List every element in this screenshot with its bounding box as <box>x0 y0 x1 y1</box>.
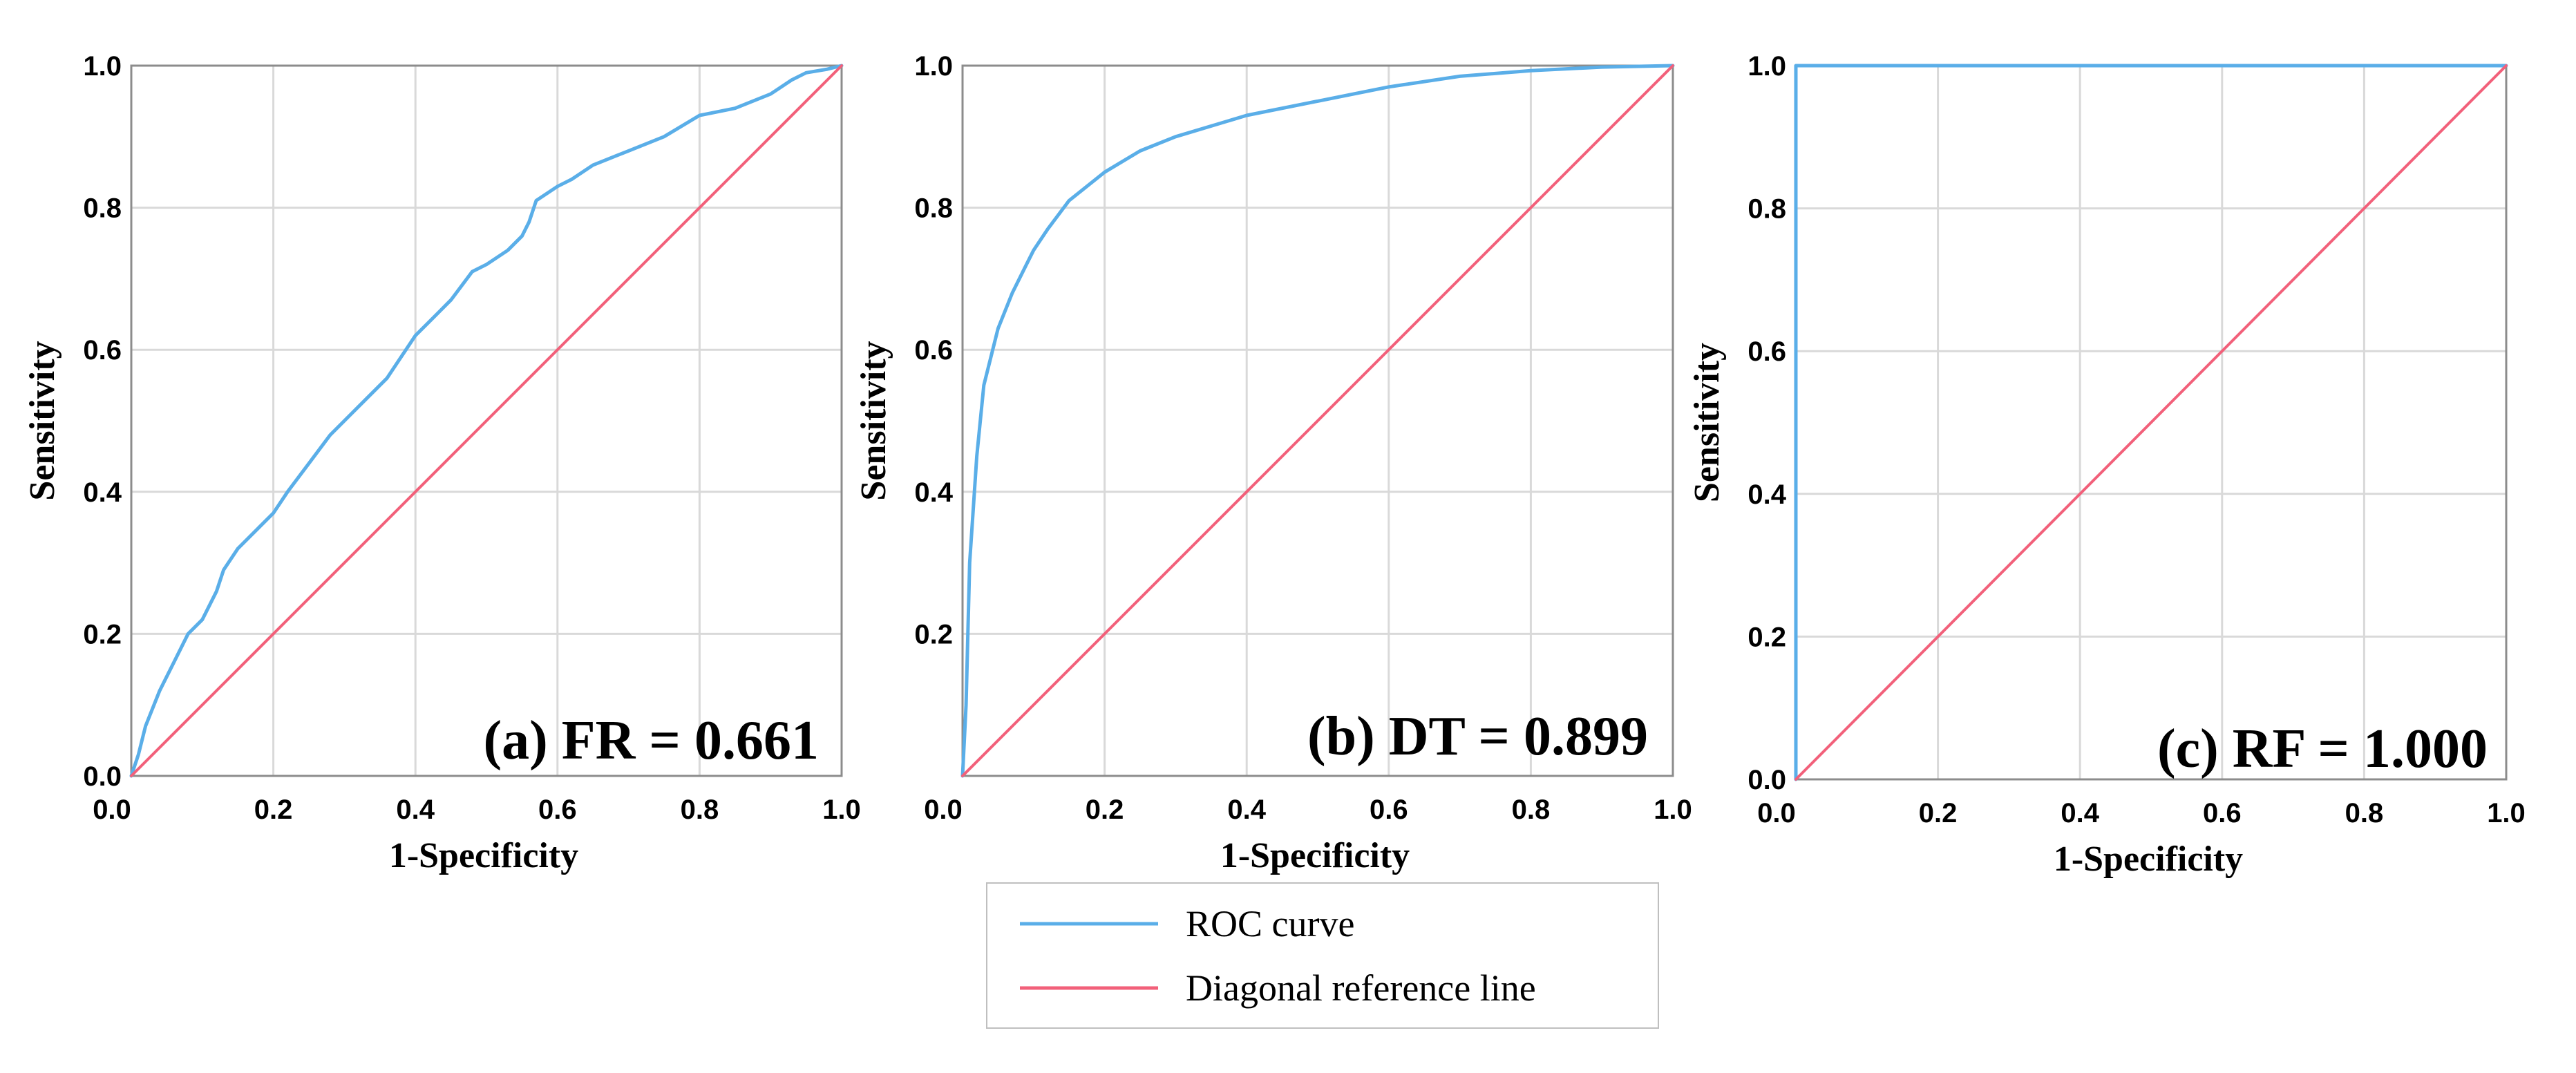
y-tick-label: 1.0 <box>914 51 953 82</box>
panel-b-x-ticks: 0.0 0.2 0.4 0.6 0.8 1.0 <box>924 795 1692 825</box>
panel-c-grid <box>1796 66 2506 779</box>
panel-c-x-ticks: 0.0 0.2 0.4 0.6 0.8 1.0 <box>1757 798 2526 828</box>
diagonal-reference-line <box>130 64 843 777</box>
x-tick-label: 0.8 <box>681 795 719 825</box>
diagonal-reference-line <box>961 64 1674 777</box>
x-tick-label: 0.0 <box>924 795 963 825</box>
x-tick-label: 0.6 <box>2203 798 2242 828</box>
y-axis-title: Sensitivity <box>1687 343 1727 502</box>
x-tick-label: 0.4 <box>396 795 435 825</box>
x-tick-label: 0.6 <box>1370 795 1408 825</box>
panel-c-series <box>1794 64 2508 781</box>
roc-curve-line <box>1794 64 2508 781</box>
panel-a: 0.0 0.2 0.4 0.6 0.8 1.0 0.0 0.2 0.4 0.6 … <box>23 51 861 875</box>
panel-b-series <box>960 64 1675 778</box>
y-tick-label: 0.2 <box>83 619 122 649</box>
y-tick-label: 0.4 <box>1748 479 1786 510</box>
y-tick-label: 0.0 <box>83 761 122 792</box>
panel-a-frame <box>130 64 843 777</box>
roc-curve-line <box>960 64 1675 778</box>
x-tick-label: 0.4 <box>2061 798 2099 828</box>
panel-a-grid <box>131 66 842 776</box>
y-tick-label: 0.8 <box>83 193 122 224</box>
panel-c-y-ticks: 0.0 0.2 0.4 0.6 0.8 1.0 <box>1748 51 1786 795</box>
y-tick-label: 1.0 <box>1748 51 1786 82</box>
x-tick-label: 0.8 <box>2345 798 2384 828</box>
y-axis-title: Sensitivity <box>23 341 62 500</box>
legend-diagonal-label: Diagonal reference line <box>1186 967 1536 1009</box>
y-tick-label: 0.2 <box>914 619 953 649</box>
x-tick-label: 0.2 <box>1919 798 1958 828</box>
panel-a-metric-label: (a) FR = 0.661 <box>483 710 819 771</box>
y-tick-label: 0.0 <box>1748 765 1786 795</box>
x-tick-label: 1.0 <box>822 795 861 825</box>
legend: ROC curve Diagonal reference line <box>986 882 1659 1029</box>
panel-a-y-ticks: 0.0 0.2 0.4 0.6 0.8 1.0 <box>83 51 122 792</box>
diagonal-reference-line <box>1794 64 2508 781</box>
y-tick-label: 1.0 <box>83 51 122 82</box>
legend-frame <box>986 882 1659 1029</box>
panel-b-grid <box>963 66 1673 776</box>
x-axis-title: 1-Specificity <box>389 836 578 875</box>
x-tick-label: 1.0 <box>2487 798 2526 828</box>
panel-c-metric-label: (c) RF = 1.000 <box>2157 719 2488 779</box>
y-tick-label: 0.6 <box>1748 336 1786 367</box>
roc-curve-line <box>129 64 844 778</box>
y-tick-label: 0.4 <box>83 477 122 508</box>
x-tick-label: 0.0 <box>1757 798 1796 828</box>
panel-c: 0.0 0.2 0.4 0.6 0.8 1.0 0.0 0.2 0.4 0.6 … <box>1687 51 2526 879</box>
panel-a-series <box>129 64 844 778</box>
x-axis-title: 1-Specificity <box>1220 836 1410 875</box>
y-tick-label: 0.6 <box>83 335 122 365</box>
x-tick-label: 0.4 <box>1227 795 1266 825</box>
y-tick-label: 0.4 <box>914 477 953 508</box>
y-tick-label: 0.8 <box>914 193 953 224</box>
x-tick-label: 0.0 <box>93 795 131 825</box>
y-tick-label: 0.8 <box>1748 194 1786 225</box>
panel-b-y-ticks: 0.2 0.4 0.6 0.8 1.0 <box>914 51 953 649</box>
legend-roc-label: ROC curve <box>1186 903 1354 944</box>
y-tick-label: 0.2 <box>1748 622 1786 652</box>
x-tick-label: 0.2 <box>1086 795 1124 825</box>
y-axis-title: Sensitivity <box>854 341 893 500</box>
x-tick-label: 0.8 <box>1512 795 1551 825</box>
panel-b-frame <box>961 64 1674 777</box>
x-axis-title: 1-Specificity <box>2054 839 2243 879</box>
y-tick-label: 0.6 <box>914 335 953 365</box>
x-tick-label: 1.0 <box>1654 795 1692 825</box>
x-tick-label: 0.2 <box>254 795 293 825</box>
x-tick-label: 0.6 <box>538 795 577 825</box>
panel-b-metric-label: (b) DT = 0.899 <box>1307 706 1648 767</box>
panel-b: 0.0 0.2 0.4 0.6 0.8 1.0 0.2 0.4 0.6 0.8 … <box>854 51 1692 875</box>
panel-a-x-ticks: 0.0 0.2 0.4 0.6 0.8 1.0 <box>93 795 861 825</box>
